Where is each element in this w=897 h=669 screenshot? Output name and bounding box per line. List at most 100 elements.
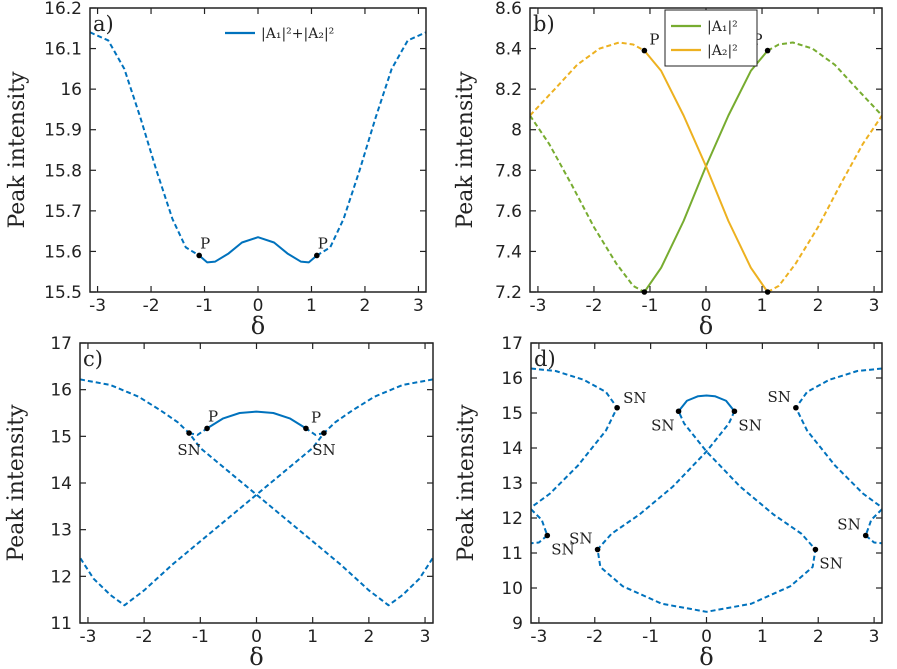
axes-box	[89, 7, 427, 293]
series-line	[531, 508, 549, 545]
x-tick-label: 0	[701, 627, 712, 647]
x-tick-label: -3	[89, 296, 106, 316]
point-label: SN	[767, 388, 790, 406]
y-tick-label: 15.6	[44, 242, 82, 262]
legend-box	[664, 9, 758, 67]
y-axis-label: Peak intensity	[454, 404, 479, 562]
x-tick-label: 3	[869, 296, 880, 316]
y-tick-label: 7.2	[495, 283, 522, 303]
y-tick-label: 7.8	[495, 161, 522, 181]
y-tick-label: 15.8	[44, 161, 82, 181]
bifurcation-point	[675, 408, 682, 415]
series-line	[206, 410, 307, 430]
x-tick-label: 1	[757, 296, 768, 316]
y-tick-label: 14	[501, 439, 523, 459]
axes-box	[79, 342, 434, 624]
series-line	[794, 367, 882, 509]
series-line	[530, 41, 645, 117]
series-line	[864, 508, 882, 545]
panel-label: c)	[83, 347, 103, 371]
y-tick-label: 16	[501, 369, 523, 389]
point-label: SN	[738, 416, 761, 434]
bifurcation-point	[641, 289, 648, 295]
point-label: SN	[551, 541, 574, 559]
y-tick-label: 15.5	[44, 283, 82, 303]
bifurcation-point	[204, 425, 210, 432]
y-tick-label: 11	[50, 614, 72, 634]
x-tick-label: 3	[413, 296, 424, 316]
x-tick-label: 1	[757, 627, 768, 647]
legend-label: |A₁|²	[707, 19, 738, 35]
axes-box	[530, 342, 883, 624]
point-label: SN	[837, 516, 860, 534]
series-line	[530, 114, 645, 292]
bifurcation-point	[594, 546, 601, 553]
x-axis-label: δ	[699, 643, 713, 669]
x-tick-label: -2	[143, 296, 160, 316]
x-tick-label: 2	[360, 296, 371, 316]
point-label: SN	[312, 441, 335, 459]
y-tick-label: 15	[50, 427, 72, 447]
point-label: SN	[177, 441, 200, 459]
legend-label: |A₂|²	[707, 43, 738, 59]
x-axis-label: δ	[249, 643, 263, 669]
point-label: P	[311, 408, 321, 426]
y-tick-label: 16	[60, 80, 82, 100]
bifurcation-point	[196, 252, 202, 259]
series-line	[316, 31, 426, 257]
bifurcation-point	[641, 47, 648, 54]
y-tick-label: 17	[501, 334, 523, 354]
y-tick-label: 16	[50, 381, 72, 401]
y-tick-label: 10	[501, 579, 523, 599]
y-tick-label: 8.6	[495, 0, 522, 19]
bifurcation-point	[793, 404, 799, 411]
y-tick-label: 11	[501, 544, 523, 564]
y-axis-label: Peak intensity	[5, 71, 30, 229]
x-tick-label: 1	[306, 296, 317, 316]
bifurcation-point	[314, 252, 320, 259]
chart-panel: -3 -2 -1 0 1 2 3 7.2 7.4 7.6 7.8 8 8.2 8.4 8.6 δ Peak in…	[453, 0, 883, 340]
series-group	[80, 378, 433, 607]
series-line	[80, 378, 433, 607]
x-tick-label: 2	[813, 627, 824, 647]
x-tick-label: 3	[420, 627, 431, 647]
x-axis-label: δ	[251, 312, 265, 340]
legend: |A₁|²+|A₂|²	[225, 26, 334, 42]
x-tick-label: -2	[136, 627, 153, 647]
y-tick-label: 15.7	[44, 202, 82, 222]
y-tick-label: 7.4	[495, 242, 522, 262]
legend-label: |A₁|²+|A₂|²	[261, 26, 334, 42]
series-line	[80, 378, 433, 607]
series-line	[531, 367, 619, 509]
x-tick-label: -2	[586, 627, 603, 647]
x-tick-label: -3	[530, 627, 547, 647]
y-axis-label: Peak intensity	[453, 71, 478, 229]
point-label: SN	[623, 389, 646, 407]
y-tick-label: 8	[511, 121, 522, 141]
x-tick-label: 2	[363, 627, 374, 647]
bifurcation-point	[731, 408, 738, 415]
series-line	[596, 410, 817, 613]
panel-label: d)	[534, 347, 556, 371]
point-label: SN	[569, 530, 592, 548]
x-axis-label: δ	[699, 312, 713, 340]
y-tick-label: 12	[50, 567, 72, 587]
y-tick-label: 16.2	[44, 0, 82, 19]
point-label: P	[753, 31, 763, 49]
y-tick-label: 8.2	[495, 80, 522, 100]
y-tick-label: 12	[501, 509, 523, 529]
point-label: P	[200, 234, 210, 252]
bifurcation-point	[764, 47, 771, 54]
x-tick-label: 1	[307, 627, 318, 647]
series-line	[767, 41, 882, 117]
y-tick-label: 9	[512, 614, 523, 634]
x-tick-label: -1	[642, 627, 659, 647]
bifurcation-point	[544, 532, 551, 539]
y-tick-label: 17	[50, 334, 72, 354]
y-tick-label: 13	[501, 474, 523, 494]
x-tick-label: 0	[253, 296, 264, 316]
point-label: SN	[651, 416, 674, 434]
legend: |A₁|² |A₂|²	[664, 9, 758, 67]
